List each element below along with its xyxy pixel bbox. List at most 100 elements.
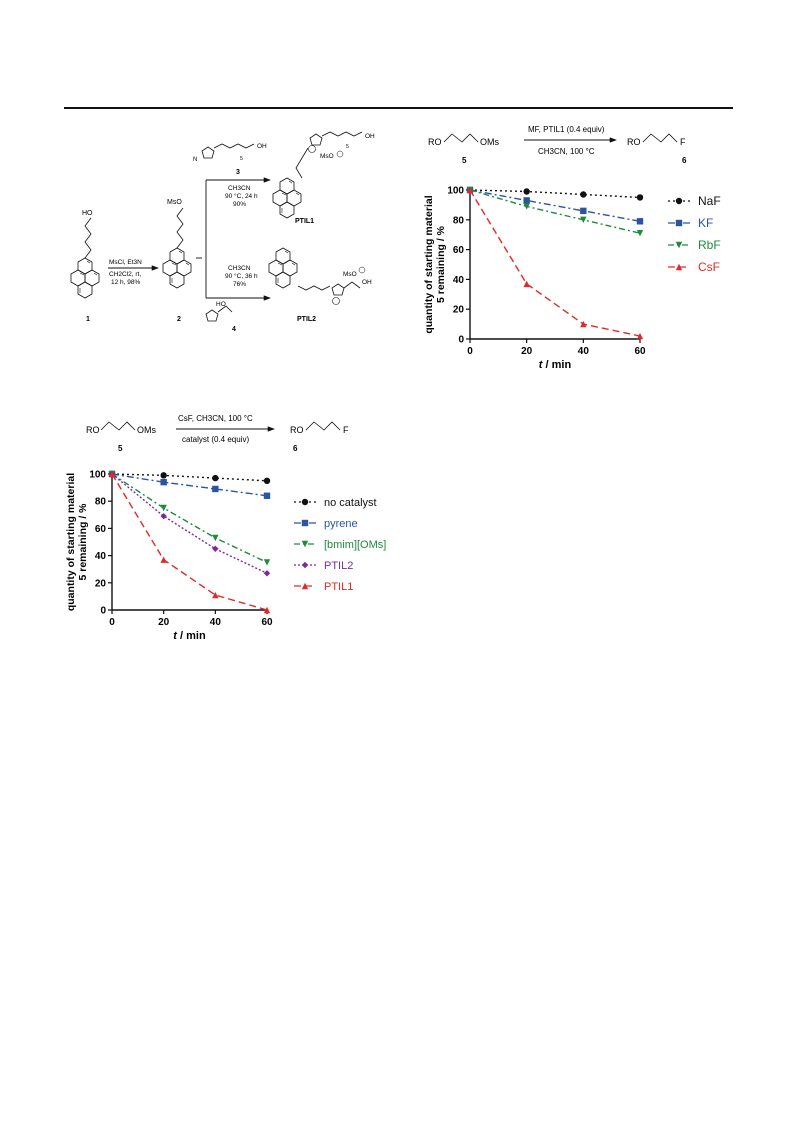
reactant-oms-2: OMs xyxy=(137,425,156,435)
upper-conditions-2: 90 °C, 24 h xyxy=(225,192,258,200)
above-arrow-text: MF, PTIL1 (0.4 equiv) xyxy=(528,125,605,134)
x-axis-label: t / min xyxy=(173,630,206,642)
ptil2-structure: OH MsO xyxy=(268,247,372,305)
reactant-chain xyxy=(443,133,479,143)
x-tick-label: 60 xyxy=(634,346,646,357)
x-tick-label: 20 xyxy=(521,346,533,357)
reactant-number-2: 5 xyxy=(118,444,123,453)
data-point xyxy=(580,191,587,198)
legend-label: [bmim][OMs] xyxy=(324,539,386,551)
legend-label: PTIL2 xyxy=(324,560,353,572)
legend-marker xyxy=(675,197,683,205)
legend-item: KF xyxy=(668,216,713,230)
compound-4-label: 4 xyxy=(232,326,236,333)
compound-1-structure: HO xyxy=(70,210,100,299)
compound-1-label: 1 xyxy=(86,316,90,323)
data-point xyxy=(160,556,167,563)
legend-marker xyxy=(675,219,683,227)
x-axis-label-unit: / min xyxy=(177,630,206,642)
oh-label-ptil2: OH xyxy=(362,279,372,286)
data-point xyxy=(212,591,219,599)
series-PTIL2 xyxy=(108,470,271,577)
data-point xyxy=(636,194,644,201)
legend-label: no catalyst xyxy=(324,497,377,509)
x-tick-label: 40 xyxy=(210,617,222,628)
data-point xyxy=(212,474,219,482)
ptil1-label: PTIL1 xyxy=(295,218,314,225)
series-line xyxy=(469,189,641,199)
x-tick-label: 60 xyxy=(261,617,273,628)
series-line xyxy=(469,189,641,337)
x-axis-label-var: t xyxy=(173,630,178,642)
product-f-2: F xyxy=(343,425,349,435)
data-point xyxy=(580,320,587,328)
x-tick-label: 0 xyxy=(109,617,115,628)
step1-reagent-1: MsCl, Et3N xyxy=(109,259,142,266)
series-NaF xyxy=(466,186,644,201)
lower-conditions-2: 90 °C, 36 h xyxy=(225,272,258,280)
legend-item: PTIL1 xyxy=(294,581,353,593)
ho-label: HO xyxy=(82,210,93,217)
y-tick-label: 0 xyxy=(100,606,106,617)
data-point xyxy=(523,280,530,288)
oh-label-3: OH xyxy=(257,143,267,150)
product-fragment-1: F 6 xyxy=(642,133,687,165)
y-tick-label: 40 xyxy=(95,551,107,562)
series-PTIL1 xyxy=(108,470,271,614)
series-CsF xyxy=(466,186,644,340)
data-point xyxy=(523,188,530,195)
below-arrow-text-2: catalyst (0.4 equiv) xyxy=(182,435,249,444)
product-chain-2 xyxy=(305,421,341,431)
reaction-scheme-1: RO OMs 5 MF, PTIL1 (0.4 equiv) CH3CN, 10… xyxy=(428,125,641,165)
step1-reagent-3: 12 h, 98% xyxy=(111,279,140,286)
step1-reagent-2: CH2Cl2, rt, xyxy=(109,271,141,278)
compound-4-structure: HO xyxy=(205,301,233,322)
compound-3-label: 3 xyxy=(236,169,240,176)
data-point xyxy=(636,230,644,237)
legend-marker xyxy=(675,241,683,249)
y-tick-label: 20 xyxy=(453,305,465,316)
legend-label: NaF xyxy=(698,194,721,208)
lower-conditions-3: 76% xyxy=(233,281,246,288)
y-tick-label: 40 xyxy=(453,275,465,286)
y-tick-label: 80 xyxy=(453,215,465,226)
x-axis-label-unit: / min xyxy=(542,359,571,371)
data-point xyxy=(160,504,167,512)
data-point xyxy=(580,207,587,215)
legend-item: [bmim][OMs] xyxy=(294,539,386,551)
y-tick-label: 60 xyxy=(453,245,465,256)
mso-label: MsO xyxy=(167,199,182,206)
product-number: 6 xyxy=(682,156,687,165)
compound-2-structure: MsO xyxy=(162,199,192,289)
product-f: F xyxy=(680,137,686,147)
series-RbF xyxy=(466,186,644,237)
data-point xyxy=(263,559,271,566)
below-arrow-text: CH3CN, 100 °C xyxy=(538,147,595,156)
legend-marker xyxy=(301,582,309,590)
n-label-3: N xyxy=(193,157,197,163)
product-number-2: 6 xyxy=(293,444,298,453)
y-tick-label: 60 xyxy=(95,524,107,535)
oh-label-ptil1: OH xyxy=(365,133,375,140)
synthesis-scheme: HO 1 MsCl, Et3N CH2Cl2, rt, 12 h, 98% Ms… xyxy=(70,131,375,333)
y-tick-label: 80 xyxy=(95,497,107,508)
ho-label-4: HO xyxy=(216,301,226,308)
y-axis-label-line-2: 5 remaining / % xyxy=(77,503,89,581)
series-line xyxy=(111,473,268,611)
data-point xyxy=(636,332,644,340)
ptil1-structure: OH 5 MsO xyxy=(272,131,375,219)
header-rule xyxy=(64,107,733,109)
reactant-ro-2: RO xyxy=(86,425,100,435)
y-axis-label-line-1: quantity of starting material xyxy=(423,195,435,333)
data-point xyxy=(108,470,116,478)
reactant-number: 5 xyxy=(462,156,467,165)
data-point xyxy=(263,477,271,484)
legend-item: RbF xyxy=(668,238,721,252)
y-tick-label: 100 xyxy=(447,186,464,197)
chart-metal-fluorides: 0 20 40 60 80 100 0 20 40 60 t / min quantity of st… xyxy=(423,186,721,372)
data-point xyxy=(523,197,530,204)
legend-item: pyrene xyxy=(294,518,358,530)
legend-marker xyxy=(675,263,683,271)
data-point xyxy=(263,606,271,614)
legend-item: NaF xyxy=(668,194,721,208)
